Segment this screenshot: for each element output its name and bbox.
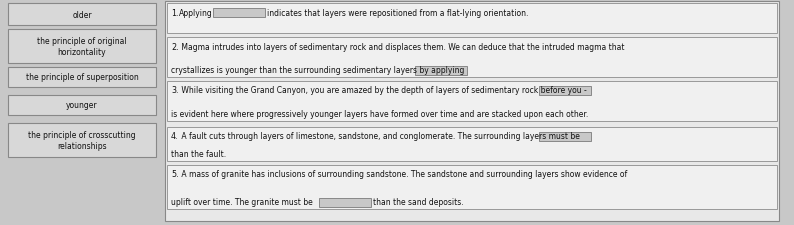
- Text: the principle of superposition: the principle of superposition: [25, 73, 138, 82]
- FancyBboxPatch shape: [319, 198, 371, 207]
- FancyBboxPatch shape: [8, 124, 156, 157]
- Text: the principle of crosscutting
relationships: the principle of crosscutting relationsh…: [29, 131, 136, 150]
- Text: A fault cuts through layers of limestone, sandstone, and conglomerate. The surro: A fault cuts through layers of limestone…: [179, 132, 580, 141]
- Text: uplift over time. The granite must be: uplift over time. The granite must be: [171, 198, 313, 207]
- FancyBboxPatch shape: [539, 132, 591, 141]
- Text: than the fault.: than the fault.: [171, 150, 226, 159]
- FancyBboxPatch shape: [415, 66, 467, 75]
- FancyBboxPatch shape: [167, 38, 777, 78]
- FancyBboxPatch shape: [539, 86, 591, 95]
- Text: than the sand deposits.: than the sand deposits.: [373, 198, 464, 207]
- Text: crystallizes is younger than the surrounding sedimentary layers by applying: crystallizes is younger than the surroun…: [171, 66, 464, 75]
- FancyBboxPatch shape: [167, 165, 777, 209]
- Text: the principle of original
horizontality: the principle of original horizontality: [37, 37, 127, 56]
- Text: 2.: 2.: [171, 42, 179, 51]
- FancyBboxPatch shape: [167, 127, 777, 161]
- Text: is evident here where progressively younger layers have formed over time and are: is evident here where progressively youn…: [171, 110, 588, 119]
- Text: While visiting the Grand Canyon, you are amazed by the depth of layers of sedime: While visiting the Grand Canyon, you are…: [179, 86, 587, 95]
- Text: 1.: 1.: [171, 9, 179, 17]
- FancyBboxPatch shape: [8, 4, 156, 26]
- Text: 4.: 4.: [171, 132, 179, 141]
- Text: Magma intrudes into layers of sedimentary rock and displaces them. We can deduce: Magma intrudes into layers of sedimentar…: [179, 42, 625, 51]
- FancyBboxPatch shape: [167, 82, 777, 122]
- Text: younger: younger: [66, 101, 98, 110]
- Text: 5.: 5.: [171, 170, 179, 179]
- Text: 3.: 3.: [171, 86, 179, 95]
- FancyBboxPatch shape: [8, 68, 156, 88]
- Text: A mass of granite has inclusions of surrounding sandstone. The sandstone and sur: A mass of granite has inclusions of surr…: [179, 170, 627, 179]
- FancyBboxPatch shape: [8, 96, 156, 115]
- FancyBboxPatch shape: [8, 30, 156, 64]
- Text: Applying: Applying: [179, 9, 213, 17]
- FancyBboxPatch shape: [167, 4, 777, 34]
- Text: older: older: [72, 10, 92, 19]
- FancyBboxPatch shape: [165, 2, 779, 221]
- Text: indicates that layers were repositioned from a flat-lying orientation.: indicates that layers were repositioned …: [267, 9, 528, 17]
- FancyBboxPatch shape: [213, 9, 265, 17]
